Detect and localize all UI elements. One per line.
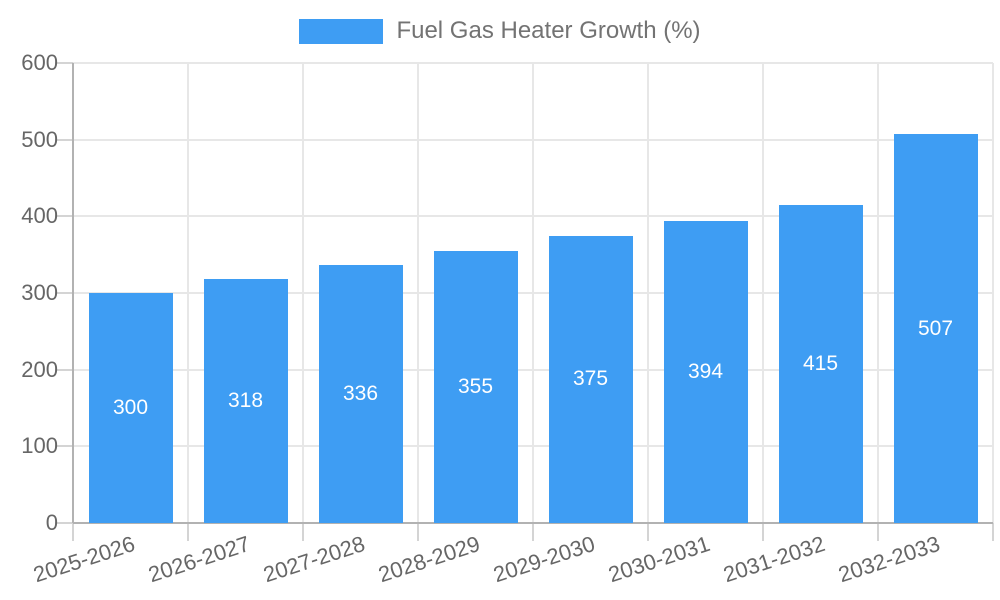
bar-2025-2026 <box>88 293 173 523</box>
y-axis-label: 500 <box>21 126 58 152</box>
bar-2029-2030 <box>548 235 633 523</box>
bar-2028-2029 <box>433 250 518 523</box>
legend-color-swatch <box>299 18 384 44</box>
y-axis-tick <box>55 445 73 448</box>
x-axis-tick <box>417 523 419 541</box>
bar-value-label: 394 <box>687 359 724 383</box>
x-gridline <box>532 63 534 523</box>
bar-2030-2031 <box>663 220 748 523</box>
y-axis-label: 400 <box>21 203 58 229</box>
bar-value-label: 300 <box>112 396 149 419</box>
bar-value-label: 318 <box>227 389 264 413</box>
x-axis-tick <box>992 523 994 541</box>
bar-2026-2027 <box>203 279 288 523</box>
x-axis-tick <box>877 523 879 541</box>
x-gridline <box>992 63 994 523</box>
bar-2032-2033 <box>893 134 978 523</box>
y-axis-label: 600 <box>21 50 58 75</box>
y-axis-label: 200 <box>21 356 58 382</box>
bar-2027-2028 <box>318 265 403 523</box>
bar-2031-2032 <box>778 204 863 523</box>
x-axis-tick <box>762 523 764 541</box>
x-axis-tick <box>647 523 649 541</box>
x-axis-label: 2027-2028 <box>260 531 369 588</box>
x-gridline <box>187 63 189 523</box>
legend-label: Fuel Gas Heater Growth (%) <box>396 17 701 44</box>
chart-legend: Fuel Gas Heater Growth (%) <box>0 17 1000 45</box>
x-axis-label: 2028-2029 <box>375 531 484 588</box>
x-axis-label: 2030-2031 <box>605 531 714 588</box>
x-axis-label: 2032-2033 <box>835 531 944 588</box>
y-axis-tick <box>55 138 73 141</box>
x-gridline <box>762 63 764 523</box>
bar-value-label: 336 <box>342 382 379 406</box>
x-axis-label: 2025-2026 <box>30 531 139 588</box>
x-axis-label: 2026-2027 <box>145 531 254 588</box>
x-gridline <box>302 63 304 523</box>
x-axis-tick <box>532 523 534 541</box>
y-axis-tick <box>55 215 73 218</box>
y-axis-tick <box>55 368 73 371</box>
bar-value-label: 355 <box>457 374 494 398</box>
x-gridline <box>877 63 879 523</box>
x-axis-label: 2031-2032 <box>720 531 829 588</box>
x-gridline <box>647 63 649 523</box>
x-axis-tick <box>72 523 74 541</box>
bar-value-label: 415 <box>802 351 839 375</box>
x-axis-line <box>73 522 993 524</box>
y-axis-line <box>72 63 74 523</box>
y-axis-tick <box>55 62 73 64</box>
y-axis-label: 100 <box>21 433 58 459</box>
y-axis-tick <box>55 292 73 294</box>
y-axis-label: 300 <box>21 280 58 305</box>
y-axis-tick <box>55 522 73 524</box>
legend-item-fuel-gas-heater-growth[interactable]: Fuel Gas Heater Growth (%) <box>299 17 701 45</box>
x-axis-tick <box>302 523 304 541</box>
bar-value-label: 375 <box>572 367 609 391</box>
bar-value-label: 507 <box>917 316 954 340</box>
y-axis-label: 0 <box>45 510 58 535</box>
x-axis-tick <box>187 523 189 541</box>
x-axis-label: 2029-2030 <box>490 531 599 588</box>
x-gridline <box>417 63 419 523</box>
